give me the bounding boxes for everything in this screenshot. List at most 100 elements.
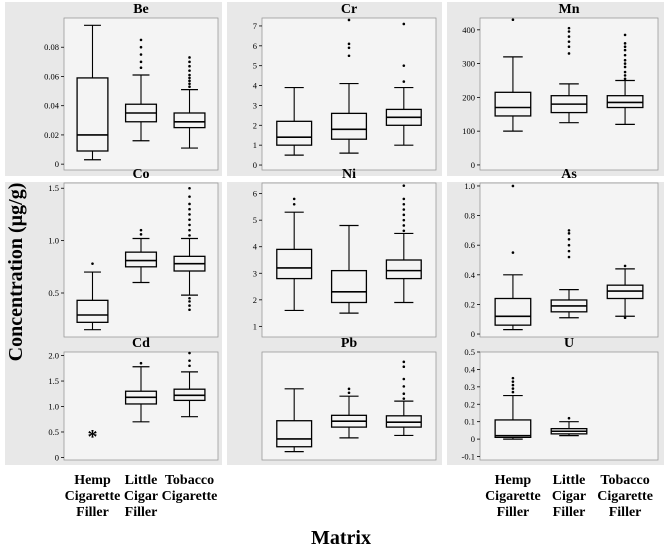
outlier-point	[623, 316, 627, 320]
outlier-point	[402, 22, 406, 26]
panel-title: U	[564, 336, 574, 351]
outlier-point	[188, 359, 191, 362]
y-tick-label: 100	[462, 126, 475, 136]
box-1	[76, 262, 109, 331]
y-tick-label: 1.0	[48, 236, 59, 246]
y-tick-label: 0.5	[48, 288, 59, 298]
y-tick-label: 4	[253, 242, 258, 252]
outlier-point	[188, 308, 191, 312]
iqr-box	[124, 251, 158, 268]
y-tick-label: 0.02	[44, 130, 59, 140]
box-3	[606, 264, 644, 320]
panel-title: Pb	[341, 336, 358, 351]
outlier-point	[402, 208, 406, 211]
outlier-point	[402, 218, 406, 222]
y-tick-label: 3	[253, 268, 257, 278]
x-category-label-line: Cigarette	[485, 489, 541, 504]
x-category-label: Hemp Cigarette Filler	[65, 473, 121, 520]
outlier-point	[402, 224, 406, 227]
outlier-point	[623, 33, 627, 37]
box-3	[385, 360, 422, 437]
y-tick-label: 1.0	[48, 402, 59, 412]
iqr-box	[276, 248, 313, 280]
plot-area	[479, 351, 659, 461]
outlier-point	[188, 296, 191, 300]
box-1	[76, 24, 109, 161]
box-2	[330, 387, 368, 439]
box-3	[385, 184, 422, 304]
box-2	[124, 38, 158, 142]
outlier-point	[623, 58, 627, 62]
x-category-label-line: Little	[553, 473, 586, 488]
outlier-point	[402, 392, 406, 396]
y-tick-label: 6	[253, 189, 257, 199]
outlier-point	[188, 76, 191, 80]
box-2	[550, 229, 588, 319]
panel-title: Cr	[341, 2, 357, 17]
outlier-point	[567, 243, 571, 247]
y-tick-label: 1.5	[48, 376, 59, 386]
outlier-point	[402, 184, 406, 187]
y-tick-label: 2	[253, 295, 257, 305]
box-1	[494, 184, 532, 331]
x-category-label-line: Cigar	[124, 489, 158, 504]
outlier-point	[188, 195, 191, 198]
panel-title: Mn	[559, 2, 580, 17]
outlier-point	[188, 228, 191, 232]
y-axis-title: Concentration (µg/g)	[5, 183, 27, 362]
y-tick-label: 0	[55, 159, 59, 169]
x-category-label-line: Tobacco	[165, 473, 214, 488]
iqr-box	[276, 120, 313, 146]
y-tick-label: 0	[253, 160, 257, 170]
outlier-point	[511, 376, 515, 380]
box-1	[276, 388, 313, 453]
iqr-box	[330, 112, 368, 140]
outlier-point	[511, 184, 515, 188]
panel-cr: Cr 0 1 2 3 4 5 6 7	[227, 2, 442, 176]
y-tick-label: 1.5	[48, 183, 59, 193]
y-tick-label: 0.5	[48, 427, 59, 437]
box-3	[173, 56, 206, 149]
outlier-point	[402, 229, 406, 233]
outlier-point	[567, 237, 571, 241]
box-3	[385, 22, 422, 146]
outlier-point	[347, 18, 351, 22]
y-tick-label: 1	[253, 140, 257, 150]
panel-as: As 0 0.2 0.4 0.6 0.8 1.0	[447, 167, 664, 343]
outlier-point	[188, 304, 191, 307]
outlier-point	[567, 232, 571, 235]
outlier-point	[623, 70, 627, 74]
outlier-point	[623, 74, 627, 77]
box-1	[494, 376, 532, 440]
y-tick-label: 1	[253, 321, 257, 331]
outlier-point	[139, 45, 143, 49]
x-category-label-line: Hemp	[74, 473, 111, 488]
x-category-label-line: Little	[125, 473, 158, 488]
outlier-point	[347, 387, 351, 391]
outlier-point	[567, 229, 571, 232]
panels-group: Be00.020.040.060.08Cr01234567Mn010020030…	[5, 2, 664, 465]
outlier-point	[188, 207, 191, 211]
outlier-point	[188, 82, 191, 86]
iqr-box	[606, 95, 644, 109]
outlier-point	[402, 365, 406, 369]
x-category-label-line: Filler	[125, 505, 158, 520]
y-tick-label: 0.4	[464, 270, 475, 280]
outlier-point	[567, 40, 571, 43]
outlier-point	[188, 85, 191, 88]
outlier-point	[139, 66, 143, 69]
box-3	[606, 33, 644, 126]
outlier-point	[188, 351, 191, 355]
outlier-point	[139, 60, 143, 64]
y-tick-label: 3	[253, 100, 257, 110]
panel-mn: Mn 0 100 200 300 400	[447, 2, 664, 176]
x-category-label-line: Cigarette	[597, 489, 653, 504]
outlier-point	[188, 202, 191, 206]
box-1	[276, 197, 313, 312]
y-tick-label: 0.4	[464, 364, 475, 374]
y-tick-label: 400	[462, 25, 475, 35]
y-tick-label: 0.2	[464, 299, 475, 309]
y-tick-label: 0.3	[464, 382, 475, 392]
y-tick-label: 300	[462, 59, 475, 69]
